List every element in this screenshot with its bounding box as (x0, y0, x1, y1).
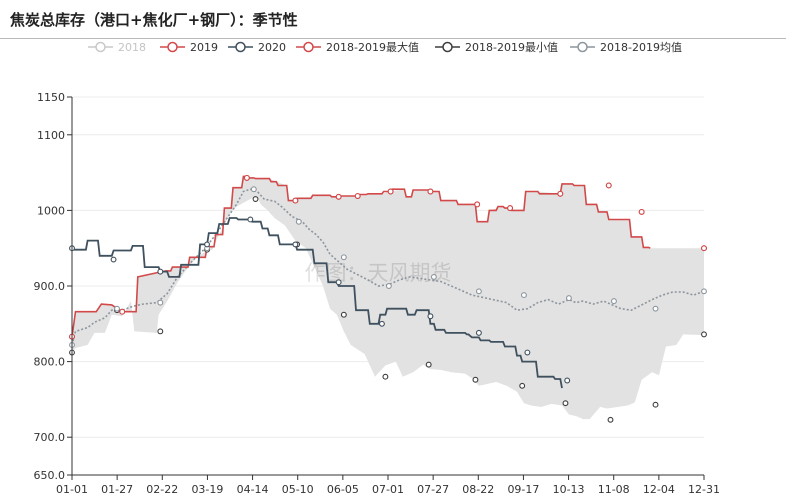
min-point (519, 382, 526, 389)
x-tick-label: 01-01 (56, 483, 88, 496)
x-tick-label: 02-22 (146, 483, 178, 496)
y-tick-label: 650.0 (34, 469, 66, 482)
legend-swatch-dot (303, 41, 314, 53)
x-tick-label: 06-05 (327, 483, 359, 496)
x-tick-label: 09-17 (507, 483, 539, 496)
point-2020 (564, 377, 571, 384)
legend: 2018 2019 2020 2018-2019最大值 2018-2019最小值 2018… (88, 40, 682, 54)
y-tick-label: 700.0 (34, 431, 66, 444)
avg-point (157, 299, 164, 306)
avg-point (250, 186, 257, 193)
point-2020 (292, 241, 299, 248)
point-2019 (638, 208, 645, 215)
x-tick-label: 04-14 (237, 483, 269, 496)
point-2019 (427, 188, 434, 195)
point-2020 (475, 329, 482, 336)
legend-item-y2020: 2020 (228, 41, 286, 54)
point-2019 (474, 201, 481, 208)
min-point (340, 311, 347, 318)
point-2020 (157, 268, 164, 275)
x-tick-label: 05-10 (282, 483, 314, 496)
legend-swatch-dot (167, 41, 178, 53)
y-tick-label: 800.0 (34, 356, 66, 369)
legend-item-y2019: 2019 (160, 41, 218, 54)
legend-swatch-dot (577, 41, 588, 53)
legend-item-min: 2018-2019最小值 (435, 41, 558, 54)
avg-point (652, 305, 659, 312)
point-2020 (378, 320, 385, 327)
page-title: 焦炭总库存（港口+焦化厂+钢厂）：季节性 (10, 11, 298, 29)
min-point (607, 416, 614, 423)
legend-label: 2019 (190, 41, 218, 54)
avg-point (701, 288, 707, 295)
min-point (382, 373, 389, 380)
point-2020 (427, 313, 434, 320)
avg-point (430, 273, 437, 280)
legend-label: 2018-2019最大值 (326, 40, 419, 54)
point-2019 (354, 193, 361, 199)
point-2019 (557, 190, 564, 197)
min-point (252, 196, 259, 203)
point-2019 (292, 197, 299, 204)
band-area (72, 176, 704, 420)
y-tick-label: 900.0 (34, 280, 66, 293)
legend-label: 2018-2019均值 (600, 41, 682, 54)
title-bar: 焦炭总库存（港口+焦化厂+钢厂）：季节性 (0, 0, 786, 39)
avg-point (295, 218, 302, 225)
avg-point (520, 292, 527, 299)
y-tick-label: 1100 (37, 129, 65, 142)
point-2020 (247, 216, 254, 223)
legend-label: 2020 (258, 41, 286, 54)
min-max-band (72, 176, 704, 420)
x-tick-label: 11-08 (598, 483, 630, 496)
point-2019 (387, 188, 394, 195)
avg-point (611, 298, 617, 305)
legend-item-max: 2018-2019最大值 (296, 40, 419, 54)
legend-swatch-dot (95, 41, 106, 53)
x-tick-label: 12-31 (688, 483, 720, 496)
avg-point (114, 305, 120, 312)
avg-point (340, 254, 347, 261)
legend-label: 2018 (118, 41, 146, 54)
point-2020 (204, 241, 211, 248)
y-tick-label: 1000 (37, 204, 65, 217)
point-2019 (507, 205, 514, 212)
x-tick-label: 08-22 (462, 483, 494, 496)
min-point (425, 361, 432, 368)
avg-point (565, 295, 572, 302)
min-point (562, 400, 569, 407)
min-point (472, 376, 479, 383)
line-2020 (71, 217, 563, 389)
series-lines (69, 174, 707, 423)
avg-point (475, 288, 482, 295)
avg-point (385, 283, 392, 289)
legend-label: 2018-2019最小值 (465, 41, 558, 54)
x-tick-label: 03-19 (191, 483, 223, 496)
point-2019 (701, 245, 707, 252)
x-tick-label: 01-27 (101, 483, 133, 496)
x-tick-label: 07-01 (372, 483, 404, 496)
y-tick-label: 1150 (37, 91, 65, 104)
x-tick-label: 12-04 (643, 483, 675, 496)
point-2019 (335, 193, 342, 200)
axes: 650.0 700.0 800.0 900.0 1000 1100 1150 01-01 01-… (34, 91, 720, 496)
point-2020 (110, 256, 117, 263)
min-point (652, 401, 659, 408)
legend-swatch-dot (442, 41, 453, 53)
legend-item-y2018: 2018 (88, 41, 146, 54)
min-point (157, 328, 164, 335)
x-tick-label: 10-13 (553, 483, 585, 496)
point-2019 (119, 308, 126, 315)
legend-item-avg: 2018-2019均值 (570, 41, 682, 54)
x-tick-label: 07-27 (417, 483, 449, 496)
legend-swatch-dot (235, 41, 246, 53)
point-2020 (335, 279, 342, 286)
point-2019 (605, 182, 612, 189)
min-point (701, 331, 707, 338)
point-2019 (243, 174, 250, 181)
point-2020 (524, 349, 531, 356)
